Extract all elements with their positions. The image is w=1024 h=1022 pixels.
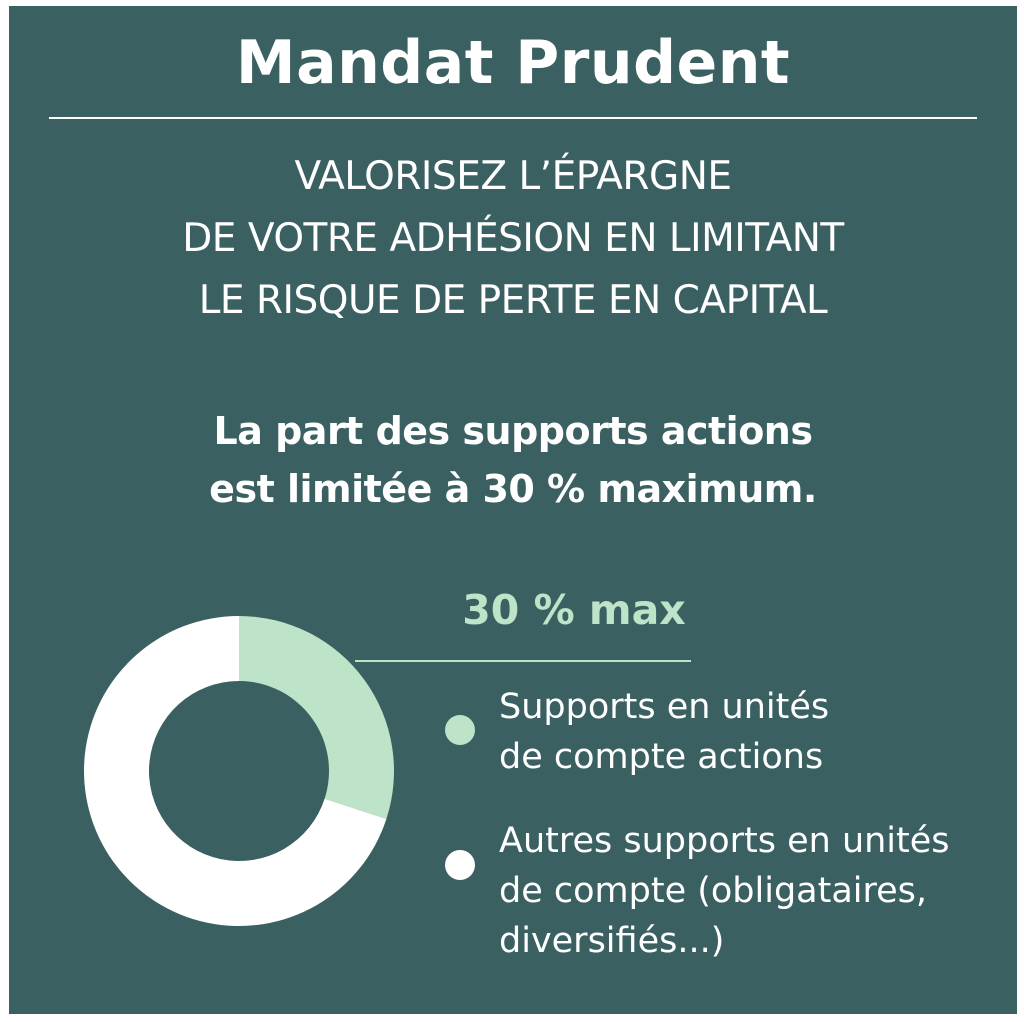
page-title: Mandat Prudent	[235, 28, 791, 98]
donut-slice-equity	[239, 616, 394, 819]
legend-other-line-2: de compte (obligataires,	[499, 871, 928, 911]
infographic-card: Mandat Prudent VALORISEZ L’ÉPARGNE DE VO…	[9, 6, 1017, 1014]
callout-leader-line	[355, 660, 691, 662]
legend-equity-line-1: Supports en unités	[499, 687, 830, 727]
statement-line-2: est limitée à 30 % maximum.	[209, 467, 817, 511]
legend-label-equity: Supports en unités de compte actions	[499, 682, 829, 782]
statement-line-1: La part des supports actions	[213, 409, 813, 453]
allocation-statement: La part des supports actions est limitée…	[9, 402, 1017, 518]
subtitle-line-1: VALORISEZ L’ÉPARGNE	[294, 154, 732, 199]
title-divider	[49, 117, 977, 119]
subtitle-line-3: LE RISQUE DE PERTE EN CAPITAL	[198, 278, 828, 323]
subtitle: VALORISEZ L’ÉPARGNE DE VOTRE ADHÉSION EN…	[9, 146, 1017, 332]
legend-other-line-3: diversifiés...)	[499, 921, 725, 961]
legend-swatch-equity	[445, 715, 475, 745]
donut-chart	[83, 616, 394, 926]
legend-equity-line-2: de compte actions	[499, 737, 824, 777]
donut-slice-other	[83, 616, 387, 926]
legend-label-other: Autres supports en unités de compte (obl…	[499, 816, 950, 966]
max-callout: 30 % max	[462, 586, 686, 634]
legend-other-line-1: Autres supports en unités	[499, 821, 950, 861]
legend-swatch-other	[445, 850, 475, 880]
subtitle-line-2: DE VOTRE ADHÉSION EN LIMITANT	[182, 216, 844, 261]
